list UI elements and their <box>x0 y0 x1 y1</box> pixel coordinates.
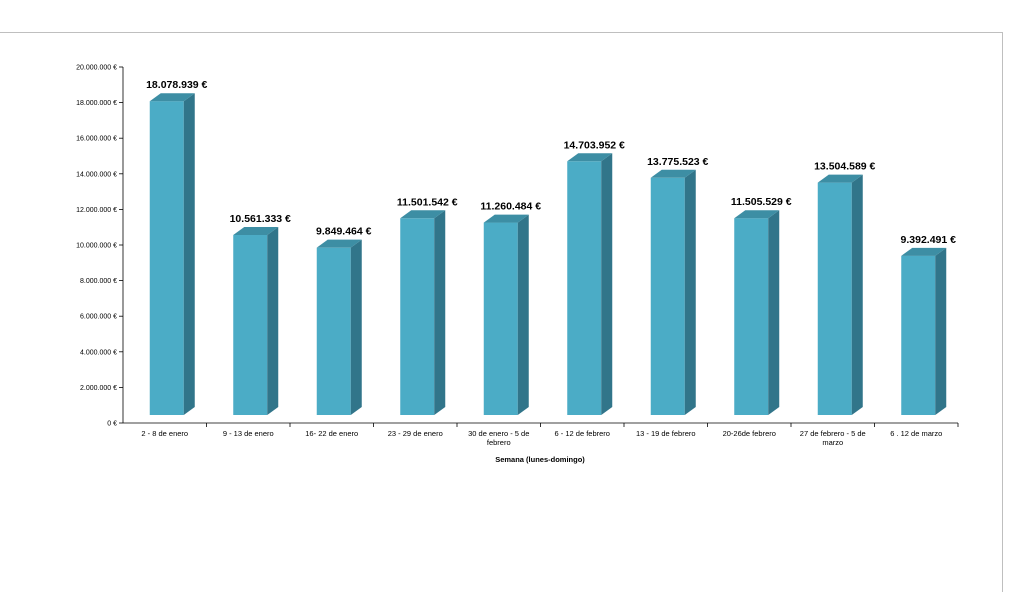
bar-side <box>517 214 529 415</box>
y-tick-label: 8.000.000 € <box>80 278 117 285</box>
bar-side <box>434 210 446 415</box>
data-label: 14.703.952 € <box>564 139 625 151</box>
bar <box>149 93 195 415</box>
bar-side <box>851 174 863 415</box>
x-category-label: 6 . 12 de marzo <box>890 429 942 438</box>
bar-front <box>901 255 936 415</box>
bar-front <box>483 222 518 415</box>
bar-front <box>734 218 769 415</box>
bar <box>316 239 362 415</box>
data-label: 13.504.589 € <box>814 161 875 173</box>
data-label: 18.078.939 € <box>146 79 207 91</box>
y-tick-label: 12.000.000 € <box>76 207 117 214</box>
data-label: 13.775.523 € <box>647 156 708 168</box>
bar-top <box>483 214 529 223</box>
bar <box>400 210 446 415</box>
bar-front <box>817 182 852 415</box>
bar <box>483 214 529 415</box>
x-category-label: 2 - 8 de enero <box>141 429 188 438</box>
y-tick-label: 20.000.000 € <box>76 65 117 72</box>
bar-side <box>601 153 613 415</box>
x-category-label: 23 - 29 de enero <box>388 429 443 438</box>
bar-side <box>267 227 279 415</box>
y-tick-label: 6.000.000 € <box>80 314 117 321</box>
bar-chart: 0 € 2.000.000 € 4.000.000 € 6.000.000 € 8.00… <box>76 65 959 464</box>
bar <box>734 210 780 415</box>
chart-data-labels: 18.078.939 € 10.561.333 € 9.849.464 € 11.50… <box>146 79 956 246</box>
bar <box>233 227 279 415</box>
x-category-label: 9 - 13 de enero <box>223 429 274 438</box>
bar-top <box>901 247 947 256</box>
chart-frame <box>0 32 1003 592</box>
y-tick-label: 10.000.000 € <box>76 243 117 250</box>
x-axis-title: Semana (lunes-domingo) <box>495 455 585 464</box>
bar-top <box>567 153 613 162</box>
y-tick-label: 0 € <box>107 421 117 428</box>
data-label: 11.501.542 € <box>397 196 458 208</box>
bar <box>901 247 947 415</box>
y-tick-label: 14.000.000 € <box>76 171 117 178</box>
bar <box>567 153 613 415</box>
bar-top <box>149 93 195 102</box>
data-label: 9.849.464 € <box>316 226 372 238</box>
bar <box>650 169 696 415</box>
bar-top <box>734 210 780 219</box>
bar-top <box>233 227 279 236</box>
bar-front <box>650 177 685 415</box>
data-label: 9.392.491 € <box>901 234 957 246</box>
bar-top <box>316 239 362 248</box>
bar-side <box>350 239 362 415</box>
bar-front <box>233 235 268 415</box>
bar-top <box>817 174 863 183</box>
x-category-label: 30 de enero - 5 de febrero <box>468 429 529 447</box>
data-label: 11.260.484 € <box>480 201 541 213</box>
data-label: 10.561.333 € <box>230 213 291 225</box>
bar-top <box>400 210 446 219</box>
data-label: 11.505.529 € <box>731 196 792 208</box>
x-category-label: 27 de febrero - 5 de marzo <box>800 429 866 447</box>
bar-front <box>316 247 351 415</box>
x-category-label: 20-26de febrero <box>723 429 776 438</box>
x-category-label: 16- 22 de enero <box>305 429 358 438</box>
x-category-label: 13 - 19 de febrero <box>636 429 696 438</box>
y-tick-label: 2.000.000 € <box>80 385 117 392</box>
x-category-label: 6 - 12 de febrero <box>555 429 610 438</box>
bar-side <box>684 169 696 415</box>
bar-side <box>768 210 780 415</box>
bar-side <box>183 93 195 415</box>
chart-axes: 0 € 2.000.000 € 4.000.000 € 6.000.000 € 8.00… <box>76 65 959 447</box>
bar-front <box>567 161 602 415</box>
bar-top <box>650 169 696 178</box>
bar <box>817 174 863 415</box>
bar-front <box>149 101 184 415</box>
y-tick-label: 4.000.000 € <box>80 349 117 356</box>
y-tick-label: 18.000.000 € <box>76 100 117 107</box>
y-tick-label: 16.000.000 € <box>76 136 117 143</box>
bar-side <box>935 247 947 415</box>
chart-bars <box>149 93 947 415</box>
bar-front <box>400 218 435 415</box>
